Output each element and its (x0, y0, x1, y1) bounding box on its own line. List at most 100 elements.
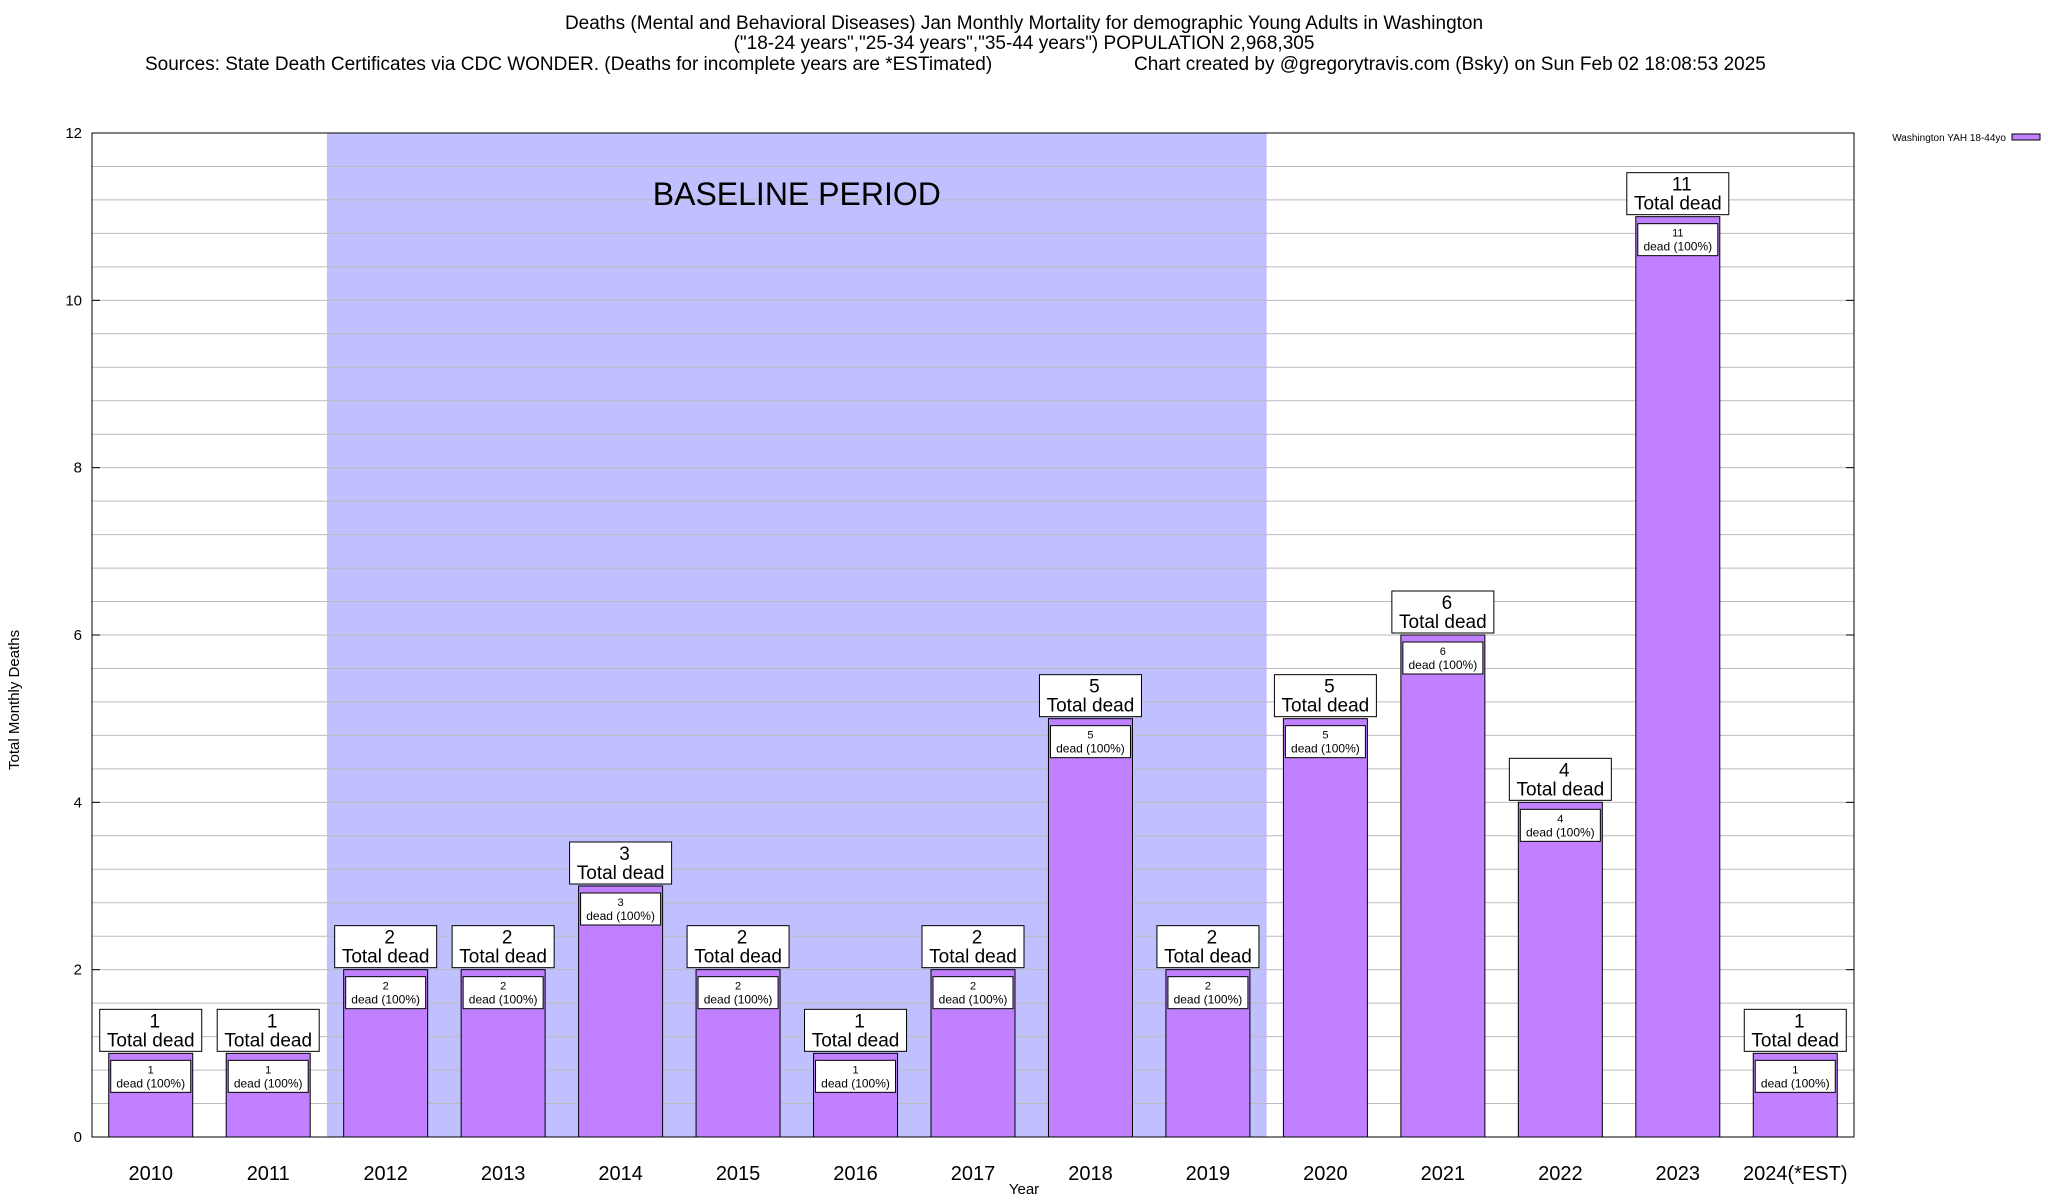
bar-total-value: 5 (1089, 677, 1100, 698)
bar-total-value: 2 (737, 928, 748, 949)
bar (1635, 216, 1721, 1138)
bar-total-label: Total dead (1516, 779, 1604, 800)
x-tick-label: 2021 (1421, 1163, 1466, 1185)
x-tick-label: 2015 (716, 1163, 761, 1185)
bar-inner-value: 2 (735, 981, 741, 993)
bar-total-value: 1 (1794, 1011, 1805, 1032)
x-tick-label: 2011 (247, 1163, 290, 1185)
bar-inner-label: dead (100%) (1761, 1076, 1830, 1090)
y-tick-label: 0 (74, 1129, 82, 1146)
bar-inner-label-box (815, 1059, 897, 1093)
x-axis-label: Year (1008, 1181, 1040, 1198)
bar-inner-value: 2 (383, 981, 389, 993)
bar-total-value: 2 (384, 928, 395, 949)
bar-total-label: Total dead (1751, 1030, 1839, 1051)
bar-total-label-box (921, 925, 1025, 969)
bar-total-value: 1 (854, 1011, 865, 1032)
bar-inner-label-box (1519, 808, 1601, 842)
legend-swatch (2011, 133, 2041, 141)
y-tick-label: 8 (74, 460, 82, 477)
y-axis-label: Total Monthly Deaths (6, 629, 23, 770)
bar (1517, 801, 1603, 1138)
bar-total-value: 2 (502, 928, 513, 949)
bar-inner-value: 2 (500, 981, 506, 993)
bar-total-label: Total dead (1634, 194, 1722, 215)
bar-total-label-box (99, 1008, 203, 1052)
bar-total-value: 5 (1324, 677, 1335, 698)
bar-total-label: Total dead (577, 863, 665, 884)
bar-inner-label: dead (100%) (234, 1076, 303, 1090)
bar-total-label: Total dead (812, 1030, 900, 1051)
bar-total-value: 4 (1559, 760, 1570, 781)
bar-inner-label-box (462, 976, 544, 1010)
bar-total-value: 1 (149, 1011, 160, 1032)
bar-inner-label: dead (100%) (821, 1076, 890, 1090)
x-tick-label: 2010 (128, 1163, 173, 1185)
bar-inner-value: 3 (618, 897, 624, 909)
bar-total-label-box (1391, 590, 1495, 634)
bar-total-value: 2 (1207, 928, 1218, 949)
bar-inner-value: 5 (1087, 730, 1093, 742)
bar-total-label: Total dead (1282, 696, 1370, 717)
bar-inner-label-box (1637, 223, 1719, 257)
bar (1047, 718, 1133, 1138)
credit-note: Chart created by @gregorytravis.com (Bsk… (1134, 54, 1766, 75)
bar-total-label: Total dead (1399, 612, 1487, 633)
bar-inner-value: 5 (1322, 730, 1328, 742)
x-tick-label: 2022 (1538, 1163, 1583, 1185)
bar-inner-label: dead (100%) (704, 993, 773, 1007)
y-tick-label: 6 (74, 627, 82, 644)
bar-total-label-box (1038, 674, 1142, 718)
bar-total-label-box (1156, 925, 1260, 969)
bar-inner-value: 2 (970, 981, 976, 993)
bar-inner-label: dead (100%) (1526, 825, 1595, 839)
bar-inner-label-box (1402, 641, 1484, 675)
bar-inner-label: dead (100%) (1174, 993, 1243, 1007)
x-tick-label: 2014 (598, 1163, 643, 1185)
bar-total-label-box (1273, 674, 1377, 718)
bar-total-label-box (1508, 757, 1612, 801)
bar-inner-label-box (1167, 976, 1249, 1010)
baseline-label: BASELINE PERIOD (653, 176, 941, 212)
bar-inner-label: dead (100%) (469, 993, 538, 1007)
bar-inner-label: dead (100%) (1056, 742, 1125, 756)
bar-total-value: 3 (619, 844, 630, 865)
bar-inner-value: 4 (1557, 813, 1563, 825)
bar-inner-label: dead (100%) (586, 909, 655, 923)
bar-total-value: 2 (972, 928, 983, 949)
bar-inner-label: dead (100%) (939, 993, 1008, 1007)
title-line-1: Deaths (Mental and Behavioral Diseases) … (564, 13, 1484, 34)
y-tick-label: 10 (65, 292, 82, 309)
x-tick-label: 2024(*EST) (1743, 1163, 1848, 1185)
chart-title: Deaths (Mental and Behavioral Diseases) … (0, 14, 2048, 54)
bar-inner-label-box (1049, 725, 1131, 759)
bar-total-label: Total dead (929, 947, 1017, 968)
bar-inner-value: 1 (148, 1064, 154, 1076)
bar-total-label: Total dead (342, 947, 430, 968)
sources-note: Sources: State Death Certificates via CD… (145, 54, 993, 75)
bar-total-value: 11 (1672, 175, 1692, 196)
bar-inner-label-box (1754, 1059, 1836, 1093)
bar-inner-label: dead (100%) (1291, 742, 1360, 756)
bar (1282, 718, 1368, 1138)
x-tick-label: 2012 (363, 1163, 408, 1185)
bar-inner-label-box (697, 976, 779, 1010)
y-tick-label: 12 (65, 125, 82, 142)
bar-total-label-box (1743, 1008, 1847, 1052)
x-tick-label: 2013 (481, 1163, 526, 1185)
bar-total-value: 6 (1442, 593, 1453, 614)
bar-inner-label-box (110, 1059, 192, 1093)
bar-total-label: Total dead (459, 947, 547, 968)
bar-total-label-box (1626, 172, 1730, 216)
bar-total-label-box (686, 925, 790, 969)
bar-total-label: Total dead (107, 1030, 195, 1051)
x-tick-label: 2020 (1303, 1163, 1348, 1185)
bar-total-label-box (804, 1008, 908, 1052)
bar-total-label: Total dead (694, 947, 782, 968)
x-tick-label: 2019 (1186, 1163, 1231, 1185)
bar-inner-value: 1 (265, 1064, 271, 1076)
bar-inner-value: 6 (1440, 646, 1446, 658)
bar-inner-label: dead (100%) (1643, 240, 1712, 254)
bar-total-label: Total dead (1164, 947, 1252, 968)
